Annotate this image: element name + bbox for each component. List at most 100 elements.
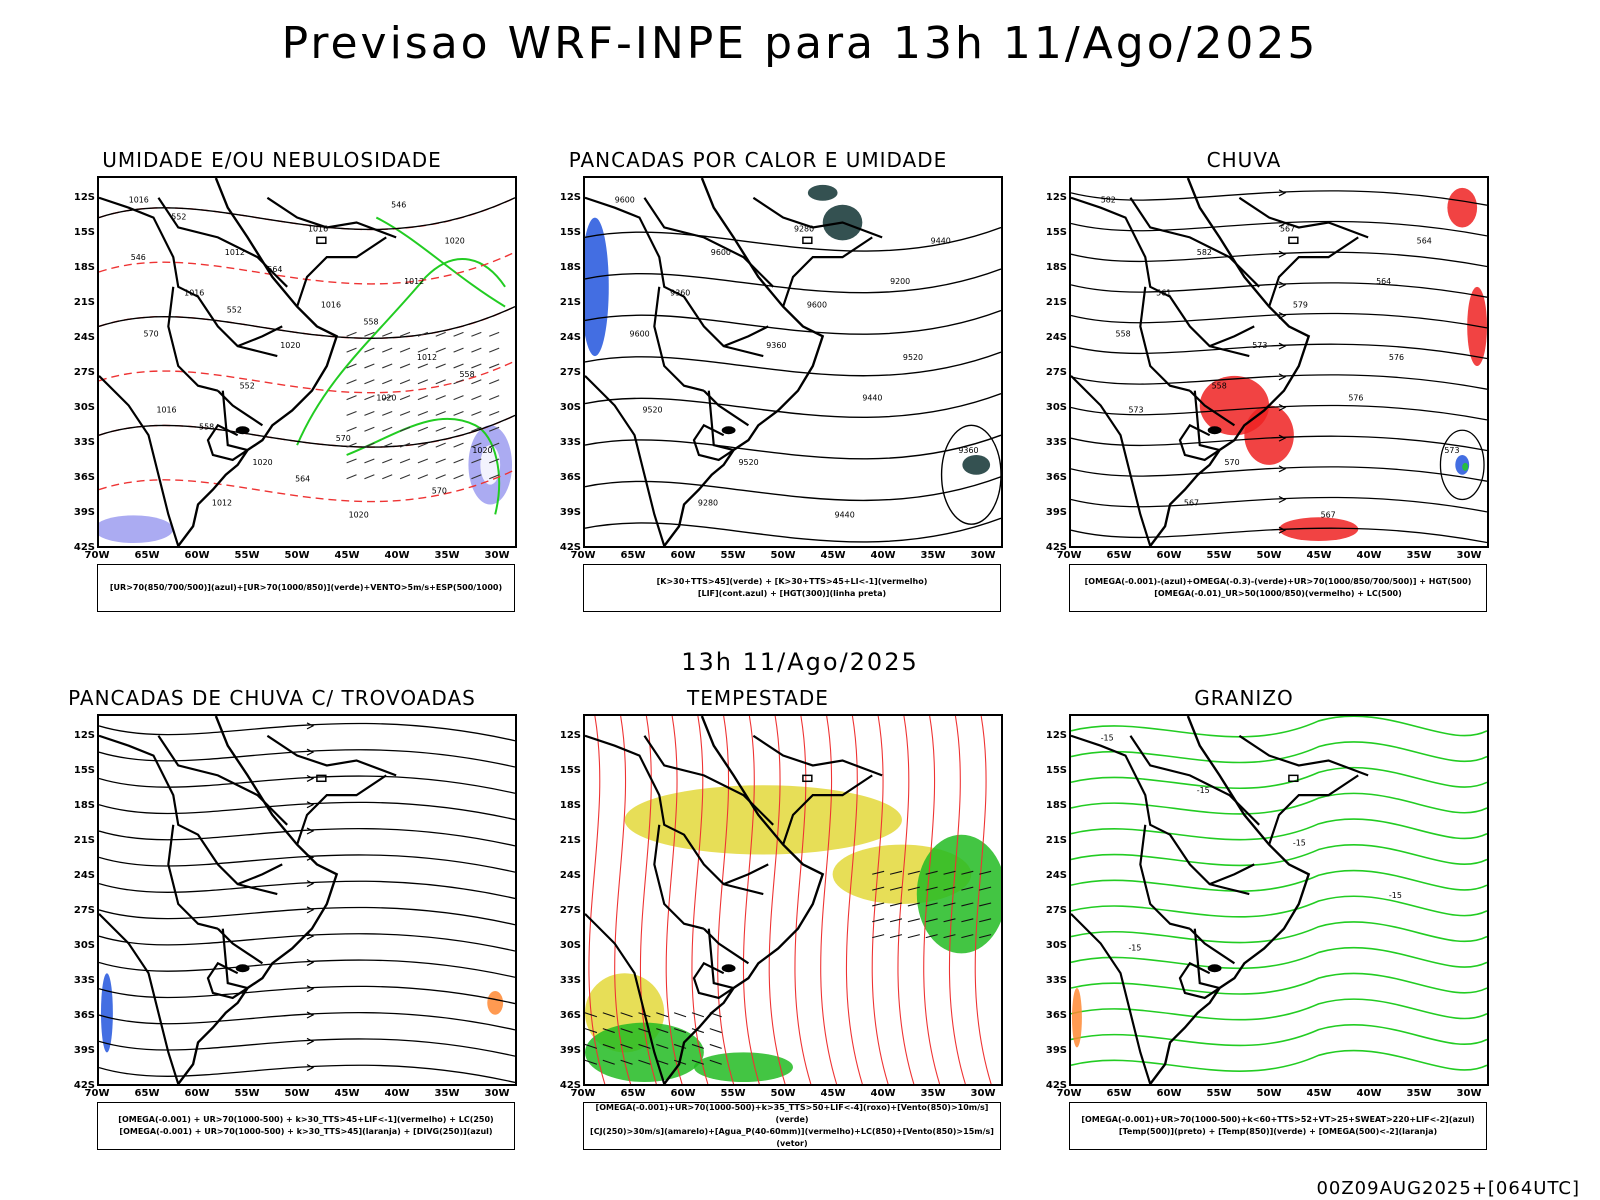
contour-label: 1020 — [376, 394, 396, 403]
contour-label: 570 — [336, 434, 351, 443]
lon-tick-label: 40W — [870, 1088, 896, 1099]
contour-label: 564 — [1417, 236, 1432, 245]
lon-tick-label: 55W — [720, 1088, 746, 1099]
lon-tick-label: 55W — [720, 550, 746, 561]
lat-tick-label: 39S — [559, 1045, 581, 1056]
contour-label: 1020 — [253, 458, 273, 467]
lat-tick-label: 42S — [73, 542, 95, 553]
lon-tick-label: 70W — [570, 1088, 596, 1099]
contour-label: -15 — [1389, 891, 1402, 900]
lat-tick-label: 27S — [1045, 367, 1067, 378]
lon-tick-label: 40W — [384, 550, 410, 561]
lon-tick-label: 30W — [1456, 1088, 1482, 1099]
contour-label: 576 — [1348, 394, 1363, 403]
legend-line: [OMEGA(-0.001)+UR>70(1000-500)+k>35_TTS>… — [595, 1103, 989, 1124]
panel-granizo: GRANIZO -15 -15 -15 -15 -15 12S 15S 18S 21S 24S 27S… — [1009, 686, 1489, 1186]
lat-tick-label: 42S — [1045, 542, 1067, 553]
contour-label: 546 — [131, 253, 146, 262]
lat-tick-label: 21S — [1045, 835, 1067, 846]
lat-tick-label: 36S — [1045, 472, 1067, 483]
lat-tick-label: 39S — [1045, 507, 1067, 518]
map-canvas: 1016 1012 1016 1012 1016 1020 1020 1020 1016 1020… — [99, 178, 515, 546]
panel-title: UMIDADE E/OU NEBULOSIDADE — [102, 148, 442, 172]
lat-tick-label: 33S — [73, 437, 95, 448]
lat-tick-label: 27S — [559, 905, 581, 916]
lat-tick-label: 15S — [1045, 227, 1067, 238]
contour-label: -15 — [1197, 786, 1210, 795]
contour-label: 582 — [1197, 248, 1212, 257]
lat-tick-label: 30S — [559, 402, 581, 413]
lat-tick-label: 18S — [73, 262, 95, 273]
contour-label: 582 — [1101, 196, 1116, 205]
contour-label: -15 — [1128, 943, 1141, 952]
panel-tempestade: TEMPESTADE 12S 15S 18S 21S 24S 27S 30S 33S 36S 39S… — [523, 686, 1003, 1186]
lat-tick-label: 39S — [73, 1045, 95, 1056]
lat-tick-label: 12S — [559, 192, 581, 203]
lat-tick-label: 18S — [559, 800, 581, 811]
map-canvas: -15 -15 -15 -15 -15 — [1071, 716, 1487, 1084]
lat-tick-label: 36S — [73, 472, 95, 483]
lat-tick-label: 27S — [73, 905, 95, 916]
legend-line: [OMEGA(-0.001)-(azul)+OMEGA(-0.3)-(verde… — [1084, 577, 1472, 586]
contour-label: 1020 — [349, 510, 369, 519]
lat-tick-label: 24S — [559, 332, 581, 343]
lat-tick-label: 21S — [73, 835, 95, 846]
legend-line: [K>30+TTS>45](verde) + [K>30+TTS>45+LI<-… — [656, 577, 928, 586]
panel-title: TEMPESTADE — [687, 686, 829, 710]
legend-line: [OMEGA(-0.001)+UR>70(1000-500)+k<60+TTS>… — [1081, 1115, 1475, 1124]
lat-tick-label: 21S — [1045, 297, 1067, 308]
contour-label: 561 — [1156, 289, 1171, 298]
contour-label: 9280 — [794, 224, 814, 233]
contour-label: 1016 — [184, 289, 204, 298]
contour-label: 9440 — [862, 394, 882, 403]
lat-tick-label: 18S — [1045, 800, 1067, 811]
panel-title: CHUVA — [1206, 148, 1282, 172]
contour-label: 1020 — [280, 341, 300, 350]
contour-label: 1012 — [404, 277, 424, 286]
lat-tick-label: 18S — [1045, 262, 1067, 273]
contour-label: 573 — [1128, 405, 1143, 414]
map-canvas — [99, 716, 515, 1084]
lon-tick-label: 30W — [970, 1088, 996, 1099]
lat-tick-label: 33S — [1045, 975, 1067, 986]
contour-label: 9360 — [958, 446, 978, 455]
contour-label: 570 — [432, 487, 447, 496]
lat-tick-label: 36S — [559, 1010, 581, 1021]
contour-label: 570 — [1225, 458, 1240, 467]
panel-title: GRANIZO — [1194, 686, 1294, 710]
contour-label: 9440 — [931, 236, 951, 245]
forecast-map: 582 582 579 576 573 570 567 564 561 573 576 573 567 5… — [1069, 176, 1489, 548]
contour-label: 9440 — [835, 510, 855, 519]
contour-label: 9360 — [766, 341, 786, 350]
contour-label: 573 — [1444, 446, 1459, 455]
contour-label: 1016 — [129, 196, 149, 205]
panel-pancadas-calor: PANCADAS POR CALOR E UMIDADE 9600 9600 9600… — [523, 148, 1003, 648]
lon-tick-label: 35W — [1406, 550, 1432, 561]
lon-tick-label: 70W — [570, 550, 596, 561]
lat-tick-label: 12S — [73, 192, 95, 203]
contour-label: 573 — [1252, 341, 1267, 350]
lon-tick-label: 30W — [970, 550, 996, 561]
legend-line: [UR>70(850/700/500)](azul)+[UR>70(1000/8… — [109, 583, 503, 592]
contour-label: 558 — [460, 370, 475, 379]
contour-label: 9200 — [890, 277, 910, 286]
contour-label: 9600 — [615, 196, 635, 205]
lat-tick-label: 30S — [73, 940, 95, 951]
contour-label: 1016 — [156, 405, 176, 414]
lon-tick-label: 55W — [1206, 1088, 1232, 1099]
contour-label: 1020 — [472, 446, 492, 455]
lon-tick-label: 45W — [334, 550, 360, 561]
lon-tick-label: 55W — [1206, 550, 1232, 561]
contour-label: 579 — [1293, 301, 1308, 310]
legend-line: [Temp(500)](preto) + [Temp(850)](verde) … — [1118, 1127, 1438, 1136]
lat-tick-label: 33S — [73, 975, 95, 986]
lon-tick-label: 50W — [770, 1088, 796, 1099]
lon-tick-label: 30W — [1456, 550, 1482, 561]
lon-tick-label: 35W — [434, 550, 460, 561]
legend-line: [CJ(250)>30m/s](amarelo)+[Agua_P(40-60mm… — [590, 1127, 994, 1148]
lon-tick-label: 45W — [820, 550, 846, 561]
map-canvas — [585, 716, 1001, 1084]
contour-label: 570 — [144, 329, 159, 338]
lat-tick-label: 15S — [73, 765, 95, 776]
forecast-map: -15 -15 -15 -15 -15 — [1069, 714, 1489, 1086]
